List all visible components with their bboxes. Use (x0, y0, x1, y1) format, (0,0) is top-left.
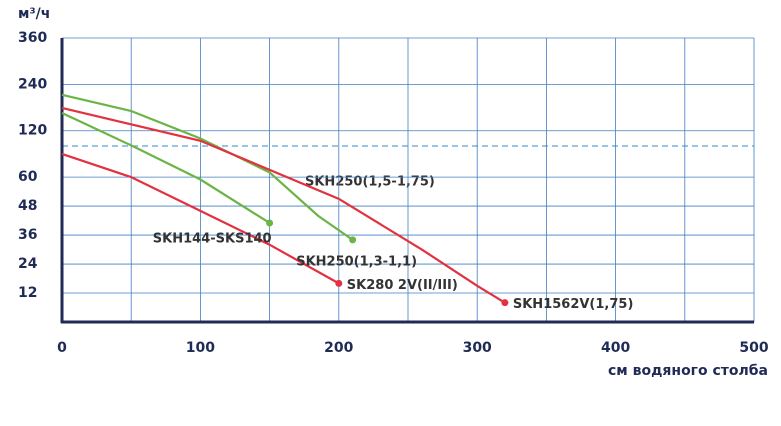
end-point (349, 236, 357, 244)
end-point (335, 279, 343, 287)
series-label: SK280 2V(II/III) (347, 278, 458, 293)
end-point (266, 219, 274, 227)
y-tick-label: 360 (18, 30, 47, 46)
series-label: SKH250(1,3-1,1) (296, 254, 417, 269)
x-tick-label: 0 (57, 340, 67, 356)
x-tick-label: 400 (601, 340, 630, 356)
series-line (61, 106, 506, 304)
x-tick-label: 300 (463, 340, 492, 356)
y-tick-label: 240 (18, 76, 47, 92)
y-tick-label: 36 (18, 227, 37, 243)
x-tick-label: 200 (324, 340, 353, 356)
series-label: SKH1562V(1,75) (513, 297, 634, 312)
series-line (61, 152, 340, 285)
series-line (61, 93, 354, 241)
end-point (501, 299, 509, 307)
y-tick-label: 48 (18, 198, 37, 214)
x-tick-label: 100 (186, 340, 215, 356)
y-tick-label: 12 (18, 285, 37, 301)
x-tick-label: 500 (739, 340, 768, 356)
series-line (61, 111, 271, 224)
y-tick-label: 24 (18, 256, 38, 272)
y-axis-title: м³/ч (18, 6, 50, 22)
series-label: SKH144-SKS140 (153, 231, 272, 246)
y-tick-label: 60 (18, 169, 38, 185)
y-tick-label: 120 (18, 123, 47, 139)
x-axis-title: см водяного столба (608, 363, 768, 379)
annotation: SKH250(1,5-1,75) (305, 175, 435, 190)
